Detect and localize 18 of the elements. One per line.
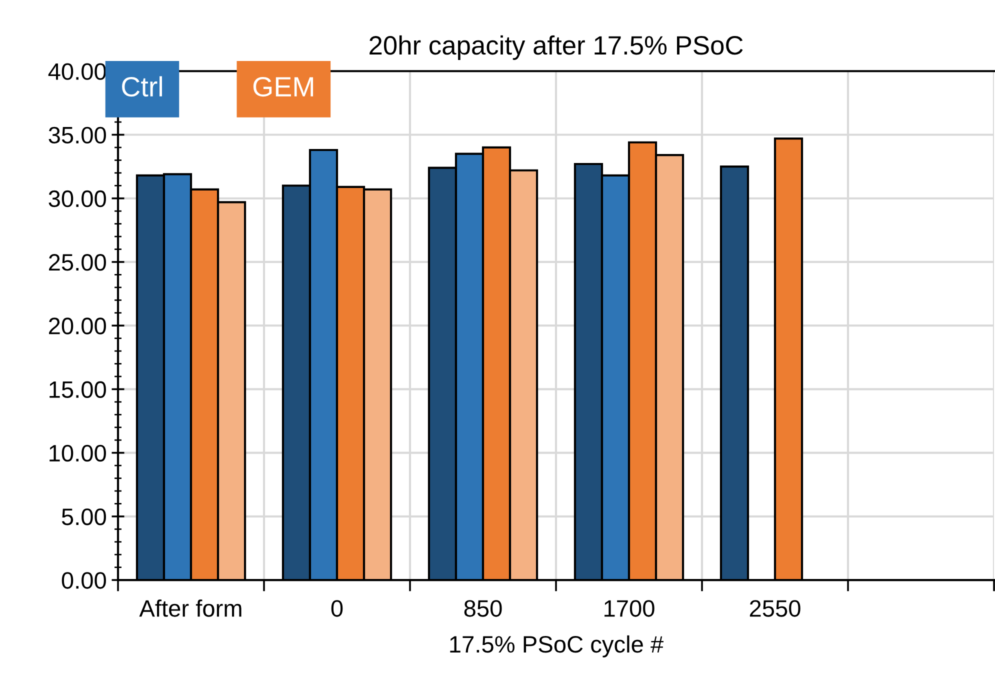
x-tick-label: After form — [139, 600, 242, 617]
y-tick-label: 25.00 — [49, 254, 106, 271]
x-tick-label: 1700 — [604, 600, 654, 617]
chart-title: 20hr capacity after 17.5% PSoC — [370, 35, 743, 60]
y-tick-label: 15.00 — [50, 381, 106, 398]
y-tick-label: 0.00 — [62, 572, 106, 589]
x-tick-label: 2550 — [750, 600, 800, 617]
text: GEM — [253, 76, 314, 97]
x-axis-title: 17.5% PSoC cycle # — [450, 635, 664, 658]
y-tick-label: 10.00 — [50, 444, 106, 462]
y-tick-label: 35.00 — [48, 126, 106, 144]
y-tick-label: 5.00 — [62, 508, 106, 526]
y-tick-label: 40.00 — [48, 63, 106, 80]
y-tick-label: 30.00 — [48, 190, 106, 208]
y-tick-label: 20.00 — [49, 318, 106, 334]
x-tick-label: 0 — [331, 600, 343, 617]
x-tick-label: 850 — [464, 600, 502, 617]
text: Ctrl — [122, 76, 162, 97]
